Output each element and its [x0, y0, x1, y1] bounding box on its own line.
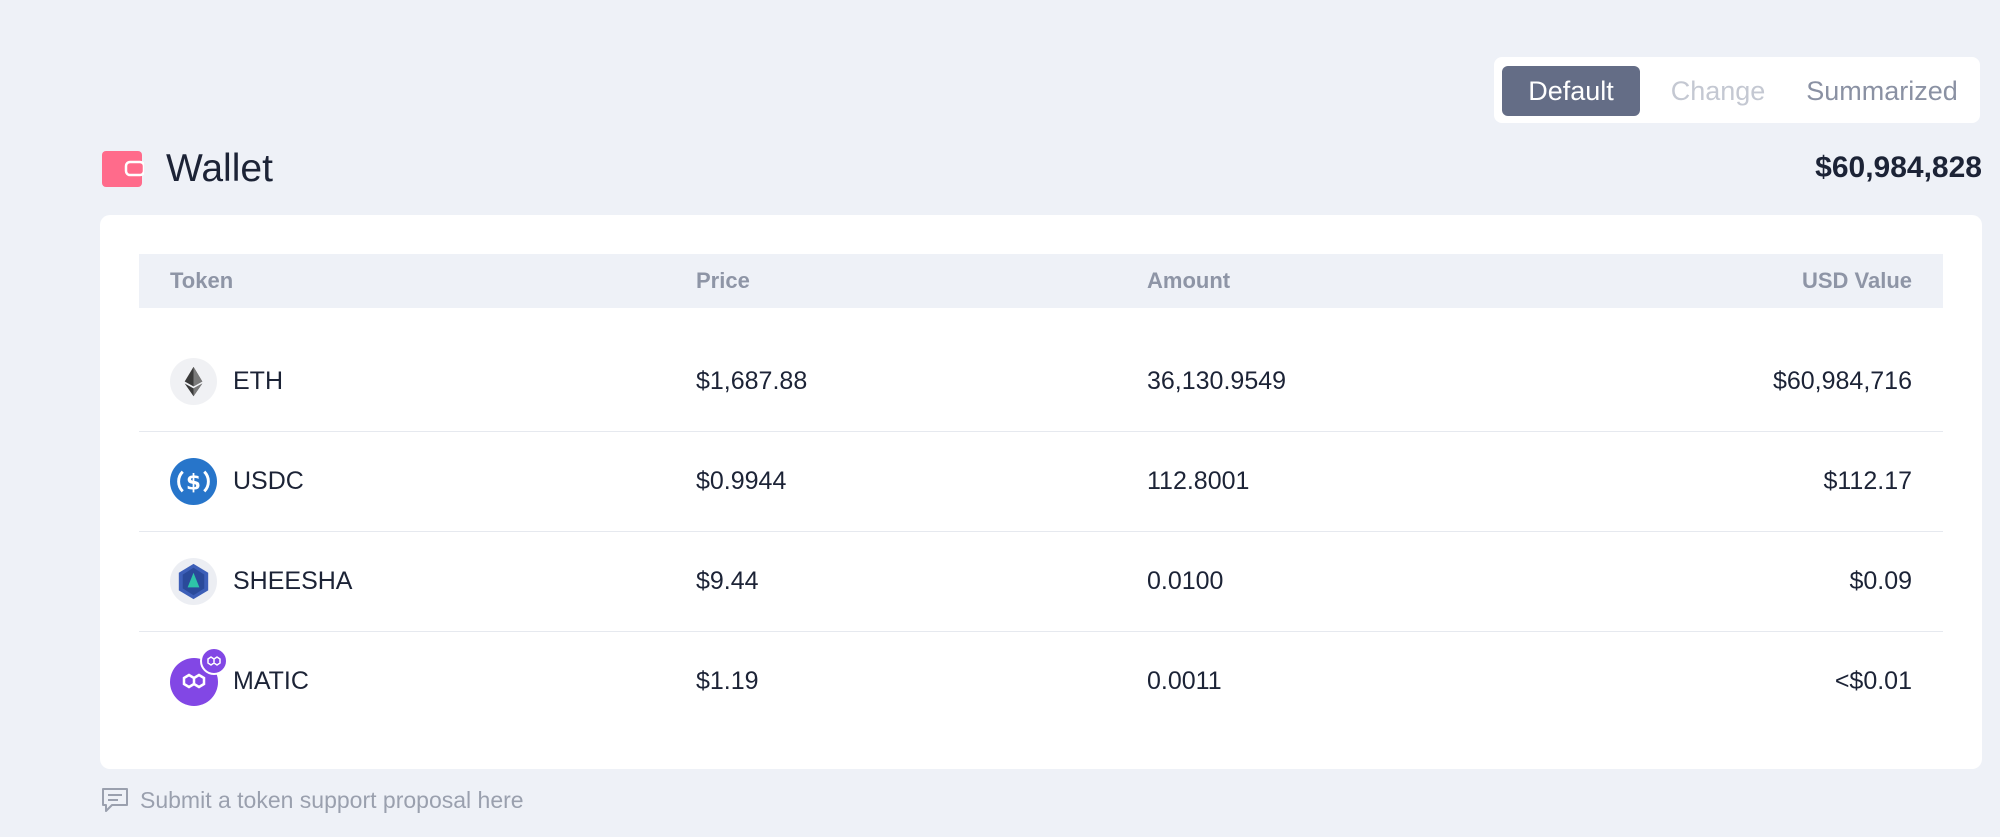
column-header-token: Token — [170, 268, 234, 293]
column-header-price: Price — [696, 268, 750, 293]
token-price: $9.44 — [696, 567, 759, 595]
wallet-total-value: $60,984,828 — [1815, 151, 1982, 184]
token-usd-value: $112.17 — [1823, 467, 1912, 495]
view-toggle: Default Change Summarized — [1494, 57, 1980, 123]
column-header-amount: Amount — [1147, 268, 1231, 293]
token-usd-value: <$0.01 — [1834, 667, 1912, 695]
sheesha-icon — [170, 558, 217, 605]
chat-icon — [102, 788, 128, 812]
table-row[interactable]: MATIC $1.19 0.0011 <$0.01 — [139, 631, 1943, 731]
token-usd-value: $60,984,716 — [1772, 367, 1912, 395]
token-price: $0.9944 — [696, 467, 787, 495]
token-name: MATIC — [233, 667, 309, 695]
token-usd-value: $0.09 — [1849, 567, 1912, 595]
token-amount: 36,130.9549 — [1147, 367, 1287, 395]
proposal-link-text[interactable]: Submit a token support proposal here — [140, 786, 524, 813]
table-row[interactable]: $ USDC $0.9944 112.8001 $112.17 — [139, 431, 1943, 532]
view-default-button[interactable]: Default — [1502, 66, 1640, 116]
token-amount: 112.8001 — [1147, 467, 1250, 495]
page-title: Wallet — [166, 147, 273, 190]
table-header: Token Price Amount USD Value — [139, 254, 1943, 308]
token-name: SHEESHA — [233, 567, 353, 595]
token-price: $1.19 — [696, 667, 759, 695]
token-name: ETH — [233, 367, 283, 395]
table-row[interactable]: ETH $1,687.88 36,130.9549 $60,984,716 — [139, 331, 1943, 432]
usdc-icon: $ — [170, 458, 217, 505]
token-name: USDC — [233, 467, 304, 495]
view-summarized-button[interactable]: Summarized — [1806, 76, 1958, 106]
wallet-icon — [102, 151, 144, 187]
view-change-button[interactable]: Change — [1670, 76, 1766, 106]
token-amount: 0.0011 — [1147, 667, 1222, 695]
matic-icon — [170, 647, 228, 706]
table-row[interactable]: SHEESHA $9.44 0.0100 $0.09 — [139, 531, 1943, 632]
token-proposal-link[interactable]: Submit a token support proposal here — [100, 784, 524, 816]
eth-icon — [170, 358, 217, 405]
svg-text:$: $ — [186, 470, 201, 495]
wallet-table-card: Token Price Amount USD Value ETH $1,687.… — [100, 215, 1982, 769]
column-header-usd-value: USD Value — [1801, 268, 1912, 293]
token-price: $1,687.88 — [696, 367, 808, 395]
token-amount: 0.0100 — [1147, 567, 1224, 595]
